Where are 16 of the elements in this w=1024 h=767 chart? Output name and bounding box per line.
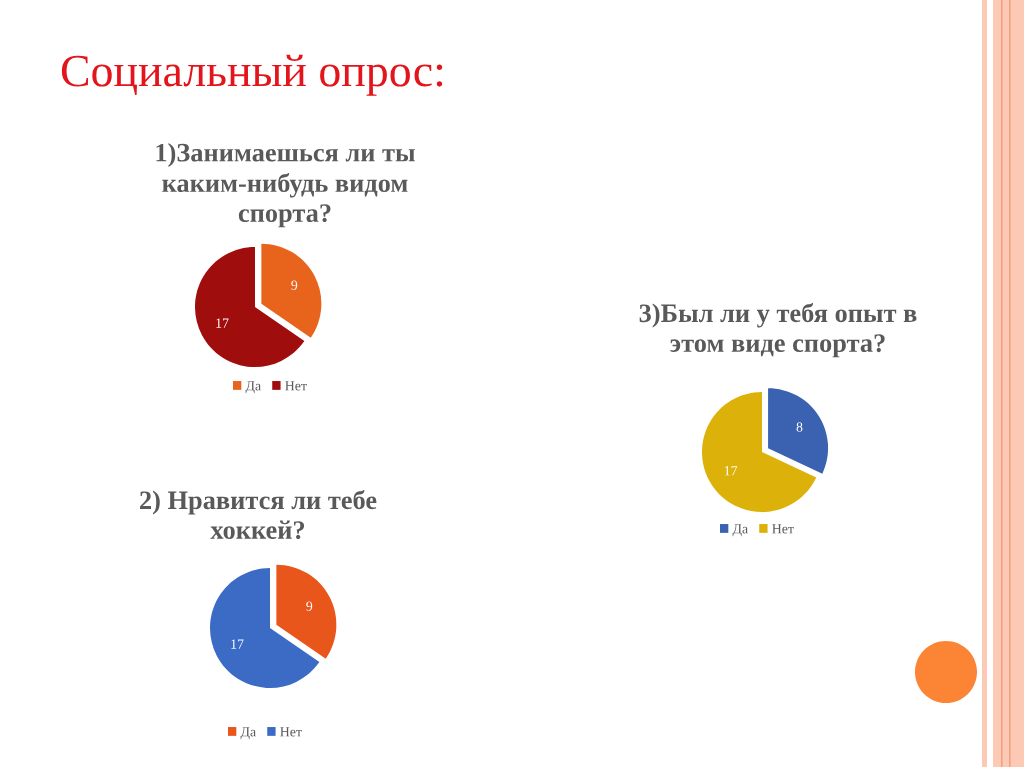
legend-label: Нет: [285, 381, 307, 391]
text: Социальный опрос:: [61, 54, 443, 96]
legend-label: Да: [245, 381, 261, 394]
legend-label: Нет: [772, 524, 794, 534]
legend-label: Нет: [280, 727, 302, 737]
legend-label: Да: [732, 524, 748, 537]
chart-title: 2) Нравится ли тебе хоккей?: [140, 490, 377, 540]
data-label: 17: [216, 318, 229, 328]
data-label: 9: [306, 601, 313, 611]
chart-title: 3)Был ли у тебя опыт в этом виде спорта?: [639, 303, 917, 358]
legend-label: Да: [240, 727, 256, 740]
data-label: 17: [724, 466, 738, 476]
data-label: 8: [796, 422, 803, 432]
data-label: 17: [231, 639, 244, 649]
chart-title: 1)Занимаешься ли ты каким-нибудь видом спорта?: [156, 143, 415, 228]
data-label: 9: [291, 280, 298, 290]
